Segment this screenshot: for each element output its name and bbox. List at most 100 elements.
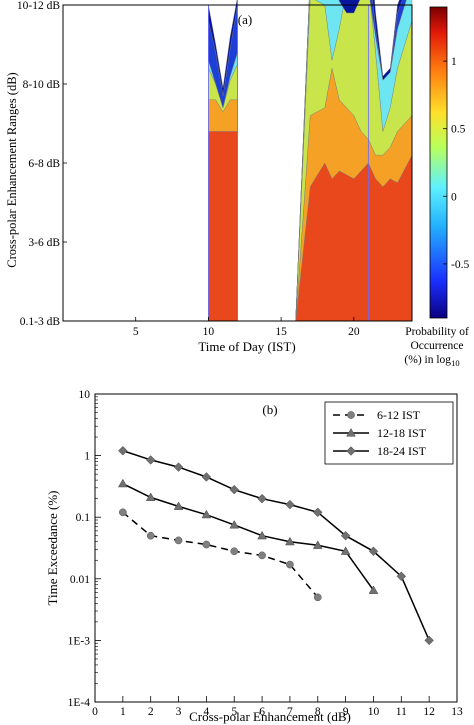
x-tick-label: 2 bbox=[148, 706, 154, 718]
data-point bbox=[368, 585, 379, 594]
data-point bbox=[118, 478, 128, 488]
colorbar-tick-labels: 1 0.5 0 -0.5 bbox=[443, 56, 469, 271]
data-point bbox=[340, 546, 351, 555]
heatmap-band-r0-l0 bbox=[208, 131, 238, 322]
colorbar-label-line-3: (%) in log10 bbox=[404, 354, 459, 368]
x-tick-label: 0 bbox=[92, 706, 98, 718]
data-point bbox=[173, 501, 184, 510]
data-point bbox=[424, 635, 434, 646]
data-point bbox=[396, 571, 407, 582]
legend-entry: 18-24 IST bbox=[377, 444, 427, 458]
x-tick-label: 10 bbox=[368, 706, 380, 718]
x-tick-label: 6 bbox=[259, 706, 265, 718]
x-tick-label: 11 bbox=[396, 706, 407, 718]
legend: 6-12 IST 12-18 IST 18-24 IST bbox=[324, 401, 454, 465]
x-tick-labels: 0 1 2 3 4 5 6 7 8 9 10 11 12 13 bbox=[92, 696, 463, 718]
data-point bbox=[285, 499, 295, 510]
y-tick-label: 0.1-3 dB bbox=[20, 316, 61, 328]
x-axis-label: Time of Day (IST) bbox=[198, 339, 295, 354]
data-point bbox=[145, 455, 156, 465]
series-12-18 IST bbox=[118, 478, 379, 594]
colorbar-tick-label: 1 bbox=[451, 56, 457, 68]
data-point bbox=[368, 546, 379, 557]
panel-b-frame bbox=[94, 393, 458, 703]
x-tick-label: 7 bbox=[287, 706, 293, 718]
series-line bbox=[122, 483, 375, 591]
colorbar-tick-label: 0 bbox=[451, 191, 457, 203]
panel-a-label: (a) bbox=[238, 12, 252, 27]
x-tick-label: 8 bbox=[315, 706, 321, 718]
data-point bbox=[340, 530, 351, 541]
legend-entry: 6-12 IST bbox=[377, 408, 421, 422]
y-tick-labels: 10 1 0.1 0.01 1E-3 1E-4 bbox=[68, 389, 101, 709]
data-point bbox=[286, 560, 294, 569]
x-tick-label: 20 bbox=[348, 326, 360, 338]
y-tick-label: 1 bbox=[84, 451, 90, 463]
y-tick-label: 0.01 bbox=[70, 574, 90, 586]
data-point bbox=[201, 472, 212, 482]
data-point bbox=[145, 492, 156, 501]
x-tick-label: 5 bbox=[231, 706, 237, 718]
data-point bbox=[229, 519, 240, 529]
y-tick-label: 8-10 dB bbox=[23, 79, 61, 91]
colorbar-label-line-1: Probability of bbox=[405, 326, 469, 338]
y-tick-label: 0.1 bbox=[76, 512, 91, 524]
colorbar-label-subscript: 10 bbox=[451, 358, 460, 368]
y-tick-label: 10 bbox=[79, 389, 91, 401]
y-axis-label: Time Exceedance (%) bbox=[45, 490, 60, 605]
series-group bbox=[118, 445, 434, 646]
data-point bbox=[285, 536, 295, 546]
data-point bbox=[174, 536, 183, 545]
data-point bbox=[118, 445, 128, 456]
x-tick-label: 5 bbox=[133, 326, 139, 338]
data-point bbox=[313, 593, 322, 602]
series-line bbox=[122, 511, 319, 598]
y-tick-label: 1E-4 bbox=[68, 697, 91, 709]
colorbar-label-line-2: Occurrence bbox=[411, 340, 464, 352]
event-lines bbox=[208, 5, 369, 321]
x-tick-label: 12 bbox=[423, 706, 435, 718]
x-tick-label: 3 bbox=[176, 706, 182, 718]
series-line bbox=[122, 449, 430, 641]
y-tick-label: 1E-3 bbox=[68, 635, 91, 647]
y-tick-label: 3-6 dB bbox=[28, 237, 60, 249]
data-point bbox=[201, 509, 212, 519]
y-tick-label: 6-8 dB bbox=[28, 158, 60, 170]
y-tick-label: 10-12 dB bbox=[17, 0, 60, 12]
x-tick-label: 9 bbox=[343, 706, 349, 718]
panel-b-label: (b) bbox=[262, 402, 277, 417]
x-tick-label: 1 bbox=[120, 706, 126, 718]
legend-entry: 12-18 IST bbox=[377, 426, 427, 440]
legend-marker bbox=[347, 411, 355, 419]
data-point bbox=[118, 508, 127, 517]
data-point bbox=[257, 493, 267, 504]
data-point bbox=[258, 551, 266, 560]
data-point bbox=[313, 507, 323, 518]
data-point bbox=[202, 540, 211, 549]
series-6-12 IST bbox=[118, 508, 322, 602]
heatmap-fills bbox=[208, 0, 413, 322]
y-tick-labels: 0.1-3 dB 3-6 dB 6-8 dB 8-10 dB 10-12 dB bbox=[17, 0, 67, 328]
x-tick-label: 4 bbox=[204, 706, 210, 718]
data-point bbox=[173, 462, 184, 472]
colorbar bbox=[429, 6, 448, 319]
y-axis-label: Cross-polar Enhancement Ranges (dB) bbox=[5, 72, 19, 267]
x-tick-label: 10 bbox=[203, 326, 215, 338]
x-axis-label: Cross-polar Enhancement (dB) bbox=[189, 709, 351, 724]
legend-marker bbox=[346, 446, 356, 456]
colorbar-tick-label: -0.5 bbox=[451, 259, 469, 271]
axes-ticks bbox=[95, 396, 98, 684]
series-18-24 IST bbox=[118, 445, 434, 646]
heatmap-band-r1-l5 bbox=[295, 0, 403, 322]
x-tick-label: 13 bbox=[451, 706, 463, 718]
data-point bbox=[312, 540, 323, 549]
data-point bbox=[146, 531, 155, 540]
legend-marker bbox=[346, 428, 356, 437]
colorbar-label-main: (%) in log bbox=[404, 354, 451, 366]
data-point bbox=[230, 547, 239, 556]
x-tick-label: 15 bbox=[275, 326, 287, 338]
x-tick-labels: 5 10 15 20 bbox=[133, 317, 360, 338]
colorbar-tick-label: 0.5 bbox=[451, 124, 466, 136]
